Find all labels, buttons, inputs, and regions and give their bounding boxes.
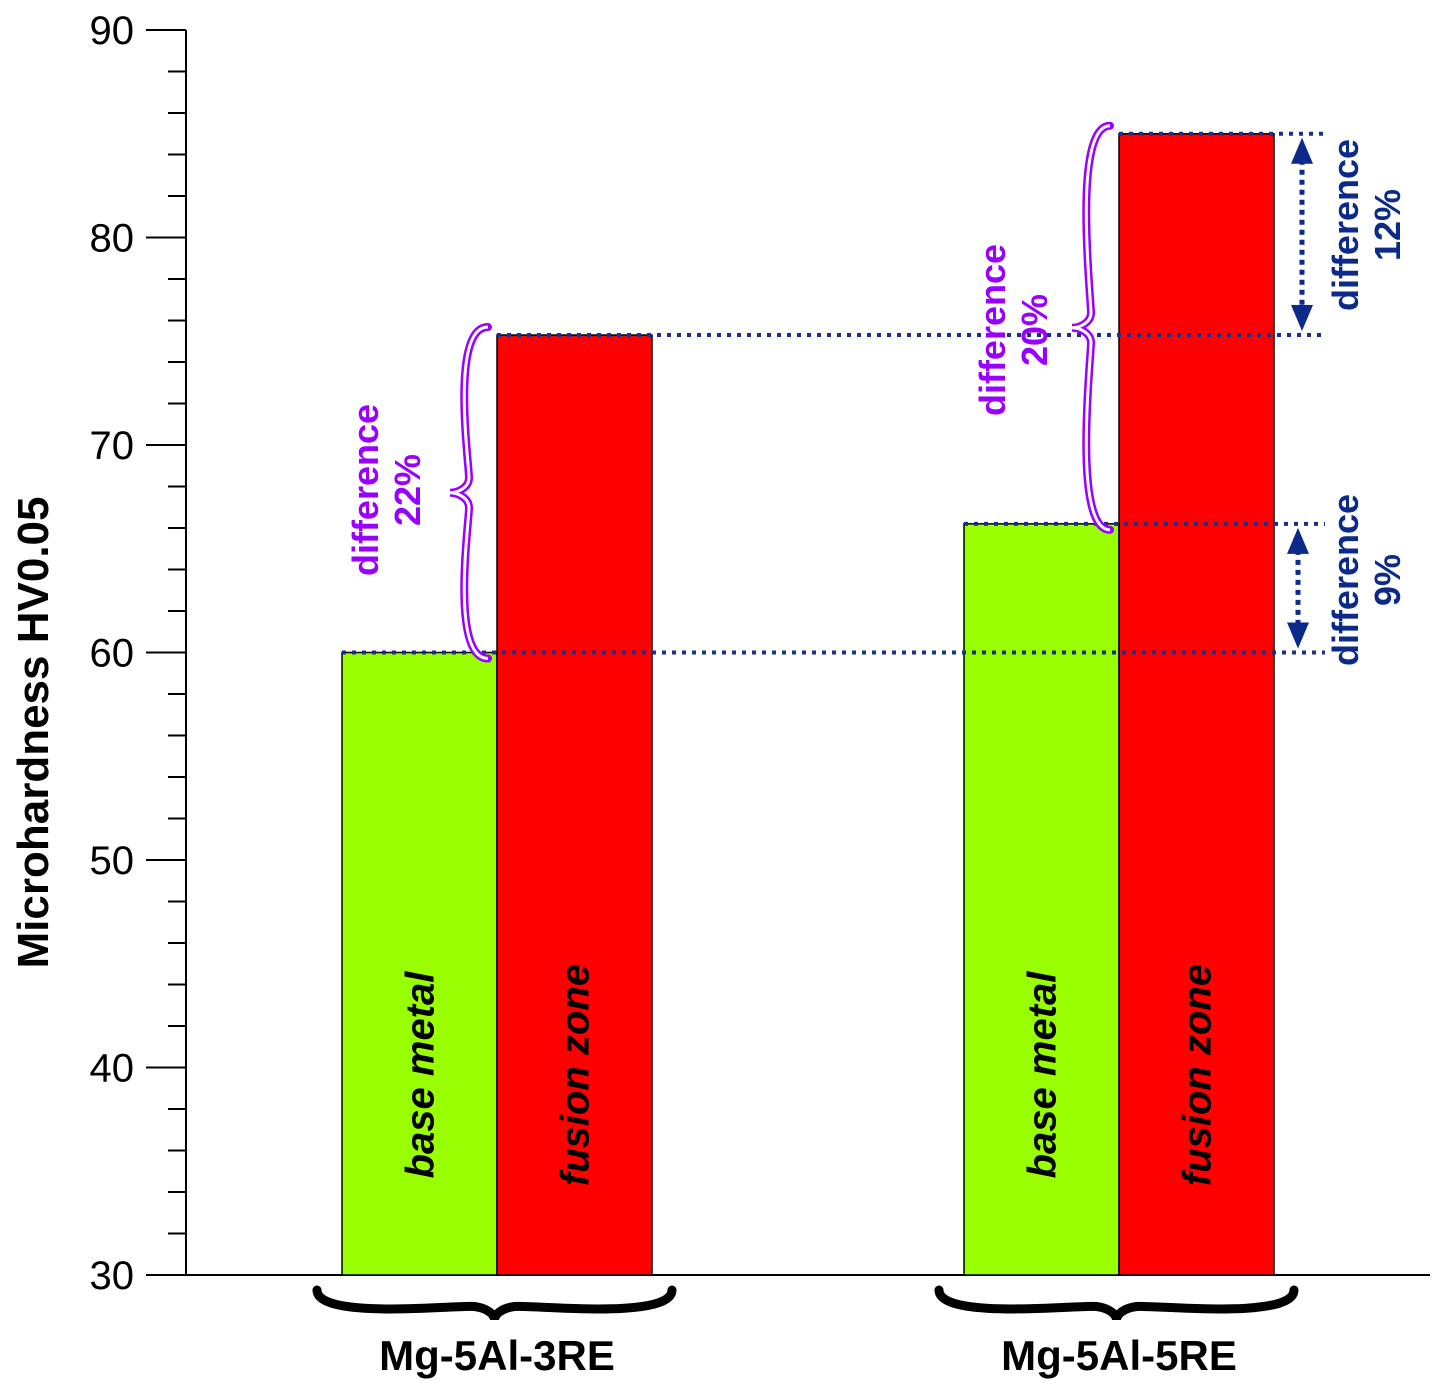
annotation-value: 22% xyxy=(387,454,428,526)
axes: 30 40 50 60 70 80 90 Microhardness HV0.05 xyxy=(9,9,1430,1298)
annotation-value: 20% xyxy=(1014,294,1055,366)
group-label: Mg-5Al-5RE xyxy=(1001,1332,1237,1379)
annotation-label: difference xyxy=(972,244,1013,416)
y-tick-label: 30 xyxy=(90,1254,135,1298)
arrow-head-down-icon xyxy=(1287,622,1309,649)
annotation-value: 9% xyxy=(1367,554,1408,606)
annotation-label: difference xyxy=(345,404,386,576)
y-tick-label: 80 xyxy=(90,217,135,261)
y-tick-label: 60 xyxy=(90,632,135,676)
group-brace-icon xyxy=(934,1285,1299,1321)
reference-lines xyxy=(342,131,1325,655)
bar xyxy=(341,651,498,1276)
bar-label: fusion zone xyxy=(1176,964,1220,1186)
y-tick-label: 40 xyxy=(90,1047,135,1091)
bar xyxy=(496,334,653,1276)
curly-brace-inner xyxy=(1071,124,1111,532)
group-labels: Mg-5Al-3RE Mg-5Al-5RE xyxy=(312,1285,1299,1379)
annotation-label: difference xyxy=(1325,139,1366,311)
arrow-head-down-icon xyxy=(1291,305,1313,332)
y-axis-title: Microhardness HV0.05 xyxy=(9,497,58,969)
arrow-head-up-icon xyxy=(1287,527,1309,554)
bar xyxy=(1118,133,1275,1276)
curly-brace-inner xyxy=(449,325,489,660)
annotations: difference 22%difference 20%difference 12%d… xyxy=(345,121,1408,666)
y-tick-label: 70 xyxy=(90,424,135,468)
annotation-label: difference xyxy=(1325,494,1366,666)
y-tick-label: 50 xyxy=(90,839,135,883)
y-tick-label: 90 xyxy=(90,9,135,53)
group-label: Mg-5Al-3RE xyxy=(379,1332,615,1379)
bar-label: base metal xyxy=(1021,971,1065,1179)
bar-label: base metal xyxy=(399,971,443,1179)
annotation-value: 12% xyxy=(1367,189,1408,261)
group-brace-icon xyxy=(312,1285,677,1321)
arrow-head-up-icon xyxy=(1291,137,1313,164)
bar xyxy=(963,523,1120,1276)
bars: base metal fusion zone base metal fusion zo… xyxy=(341,133,1275,1276)
bar-label: fusion zone xyxy=(554,964,598,1186)
